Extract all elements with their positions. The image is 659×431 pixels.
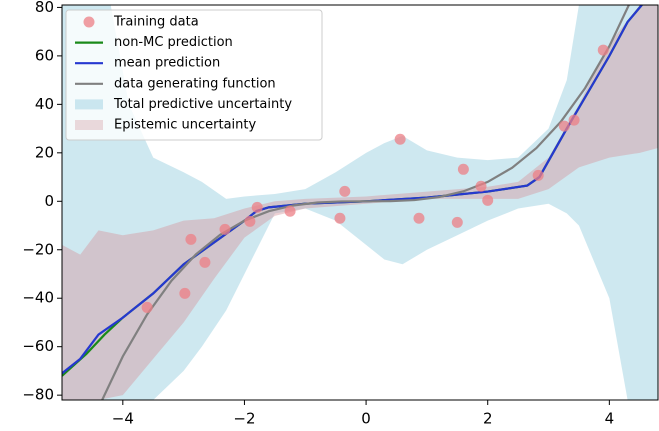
line: [100, 5, 631, 400]
point: [457, 163, 469, 175]
point: [558, 120, 570, 132]
point: [251, 201, 263, 213]
y-tick-label: −40: [22, 289, 54, 307]
plot-area: [62, 5, 658, 400]
legend-label: mean prediction: [114, 56, 220, 71]
x-tick-label: −4: [112, 410, 134, 428]
point: [413, 212, 425, 224]
point: [482, 194, 494, 206]
y-tick-label: −60: [22, 337, 54, 355]
legend-label: Epistemic uncertainty: [114, 118, 256, 133]
legend-marker: [83, 16, 95, 28]
point: [284, 205, 296, 217]
legend-marker: [75, 99, 103, 110]
point: [334, 212, 346, 224]
x-tick-label: 2: [483, 410, 493, 428]
point: [244, 215, 256, 227]
y-tick-label: 80: [35, 0, 54, 16]
legend-box: [65, 9, 323, 141]
legend-marker: [75, 120, 103, 130]
point: [394, 133, 406, 145]
point: [219, 223, 231, 235]
point: [179, 287, 191, 299]
point: [568, 114, 580, 126]
x-tick-label: 4: [605, 410, 615, 428]
point: [185, 233, 197, 245]
y-tick-label: 0: [44, 192, 54, 210]
point: [532, 169, 544, 181]
legend: Training data non-MC prediction mean predi…: [65, 9, 323, 141]
point: [339, 185, 351, 197]
point: [199, 256, 211, 268]
point: [475, 180, 487, 192]
legend-label: non-MC prediction: [114, 35, 233, 50]
y-tick-label: 20: [35, 143, 54, 161]
point: [451, 216, 463, 228]
x-tick-label: 0: [361, 410, 371, 428]
axes-frame: [61, 4, 659, 401]
y-tick-label: −80: [22, 386, 54, 404]
y-tick-label: −20: [22, 240, 54, 258]
x-tick-label: −2: [233, 410, 255, 428]
line: [62, 5, 644, 375]
point: [141, 301, 153, 313]
legend-label: Total predictive uncertainty: [113, 97, 292, 112]
legend-label: data generating function: [114, 76, 276, 91]
y-tick-label: 60: [35, 46, 54, 64]
legend-label: Training data: [113, 15, 199, 30]
point: [597, 44, 609, 56]
y-tick-label: 40: [35, 95, 54, 113]
